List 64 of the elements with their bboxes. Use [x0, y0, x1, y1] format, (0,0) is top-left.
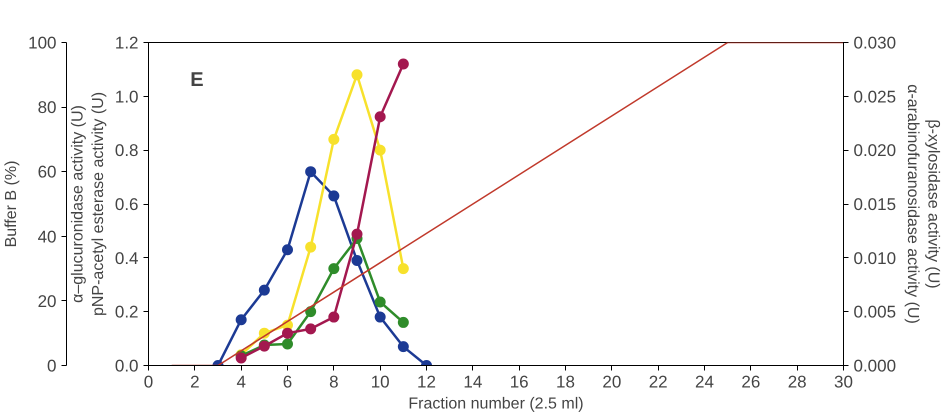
- point: [282, 328, 293, 339]
- point: [352, 255, 362, 266]
- y-tick-label: 0.0: [114, 356, 139, 376]
- x-tick-label: 24: [695, 372, 714, 392]
- x-tick-label: 2: [190, 372, 200, 392]
- y-tick-label: 0.4: [114, 248, 139, 268]
- x-tick-label: 0: [144, 372, 154, 392]
- point: [398, 58, 409, 70]
- y2-tick-label: 0.010: [854, 248, 896, 268]
- point: [328, 190, 340, 202]
- y3-tick-label: 20: [38, 292, 57, 311]
- x-tick-label: 8: [329, 372, 339, 392]
- point: [374, 296, 386, 308]
- x-tick-label: 26: [741, 372, 760, 392]
- y-axis-title: α–glucuronidase activity (U) pNP-acetyl esterase activity (U): [69, 92, 107, 316]
- point: [282, 244, 293, 256]
- x-tick-label: 12: [417, 372, 436, 392]
- y3-axis-title: Buffer B (%): [3, 160, 20, 248]
- y3-tick-label: 0: [47, 356, 57, 376]
- point: [328, 134, 340, 145]
- y3-tick-label: 60: [38, 162, 57, 182]
- point: [374, 144, 386, 156]
- point: [328, 312, 340, 323]
- x-tick-label: 4: [236, 372, 246, 392]
- point: [258, 284, 270, 296]
- y-tick-label: 0.8: [114, 141, 139, 160]
- point: [398, 316, 409, 328]
- point: [374, 312, 386, 323]
- x-tick-label: 10: [370, 372, 390, 392]
- point: [398, 263, 409, 274]
- x-tick-label: 20: [602, 372, 622, 392]
- x-tick-label: 22: [648, 372, 668, 392]
- point: [305, 323, 316, 334]
- y2-tick-label: 0.015: [854, 195, 896, 214]
- annotation: E: [190, 68, 204, 91]
- y-tick-label: 1.0: [114, 87, 139, 106]
- x-tick-label: 16: [510, 372, 529, 392]
- y2-tick-label: 0.000: [854, 356, 896, 376]
- y3-tick-label: 40: [38, 227, 57, 246]
- x-tick-label: 14: [463, 372, 482, 392]
- point: [374, 111, 386, 122]
- y2-tick-label: 0.020: [854, 141, 896, 160]
- y2-tick-label: 0.030: [854, 34, 896, 52]
- x-tick-label: 30: [834, 372, 853, 392]
- y2-tick-label: 0.025: [854, 87, 896, 106]
- y3-tick-label: 80: [38, 98, 57, 118]
- point: [236, 314, 247, 326]
- y3-tick-label: 100: [28, 34, 57, 52]
- point: [282, 338, 293, 350]
- point: [398, 341, 409, 352]
- y-tick-label: 0.6: [114, 195, 139, 214]
- y2-axis-title: β-xylosidase activity (U) α-arabinofuranosidase activity (U): [904, 84, 942, 324]
- y-tick-label: 1.2: [114, 34, 139, 52]
- x-tick-label: 6: [282, 372, 292, 392]
- point: [305, 166, 316, 178]
- y2-tick-label: 0.005: [854, 302, 896, 322]
- x-tick-label: 18: [556, 372, 575, 392]
- x-tick-label: 28: [788, 372, 807, 392]
- point: [328, 263, 340, 274]
- point: [352, 228, 362, 240]
- x-axis-title: Fraction number (2.5 ml): [408, 396, 584, 412]
- point: [305, 242, 316, 253]
- point: [352, 69, 362, 80]
- y-tick-label: 0.2: [114, 302, 139, 322]
